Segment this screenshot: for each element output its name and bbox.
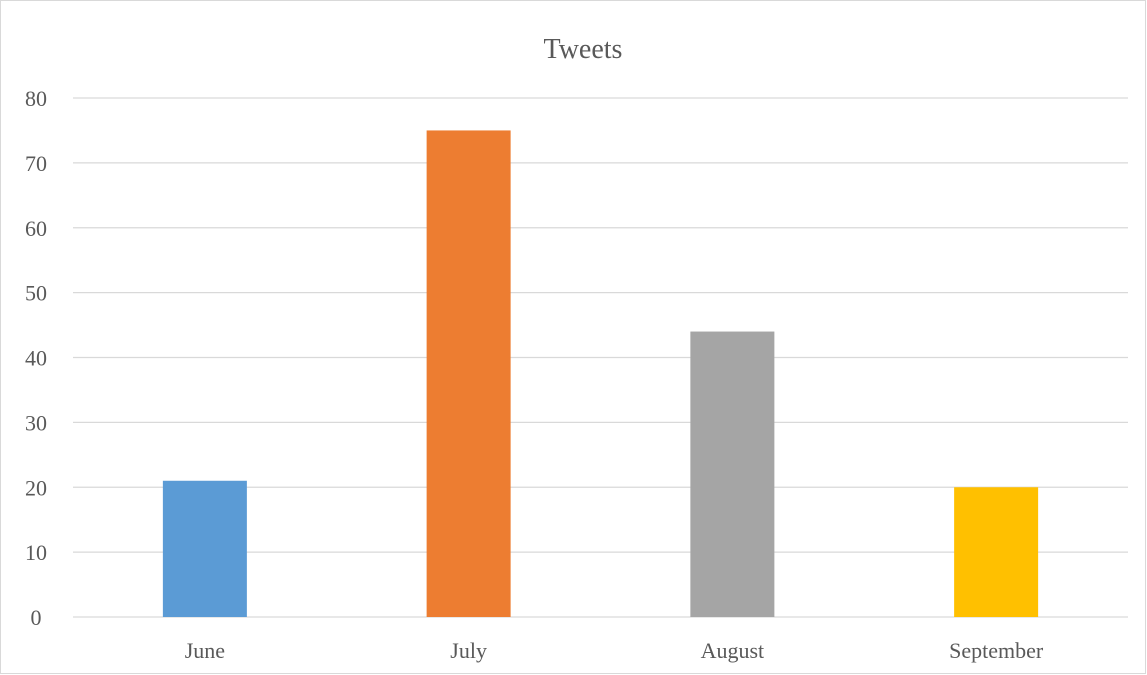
chart-title: Tweets	[544, 34, 623, 65]
y-tick-label: 60	[25, 216, 47, 241]
x-category-label: August	[701, 638, 765, 663]
x-category-label: September	[949, 638, 1044, 663]
y-tick-label: 30	[25, 410, 47, 435]
bar-september	[954, 487, 1039, 617]
y-tick-label: 50	[25, 281, 47, 306]
y-axis-ticks: 0 10 20 30 40 50 60 70 80	[25, 86, 47, 630]
y-tick-label: 0	[31, 605, 42, 630]
bars	[162, 130, 1039, 617]
x-axis-categories: June July August September	[185, 638, 1044, 663]
y-tick-label: 10	[25, 540, 47, 565]
x-category-label: July	[450, 638, 487, 663]
y-tick-label: 40	[25, 346, 47, 371]
y-tick-label: 20	[25, 475, 47, 500]
x-category-label: June	[185, 638, 225, 663]
y-tick-label: 80	[25, 86, 47, 111]
bar-july	[426, 130, 511, 617]
bar-june	[162, 480, 247, 617]
y-tick-label: 70	[25, 151, 47, 176]
gridlines	[73, 97, 1128, 618]
bar-august	[690, 331, 775, 617]
